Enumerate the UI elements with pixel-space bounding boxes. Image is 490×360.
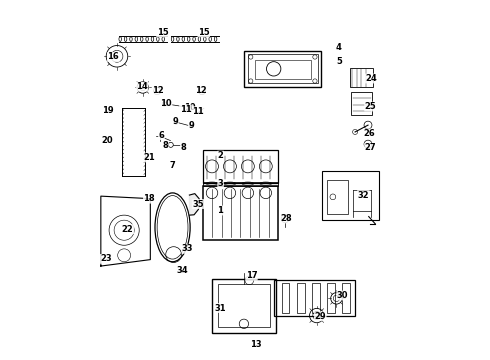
Bar	[351, 93, 371, 115]
Text: 30: 30	[337, 291, 348, 300]
Text: 10: 10	[184, 103, 196, 112]
Text: 31: 31	[215, 303, 226, 312]
Text: 6: 6	[158, 131, 164, 140]
Text: 32: 32	[358, 190, 369, 199]
Text: 34: 34	[176, 266, 188, 275]
Text: 15: 15	[198, 28, 210, 37]
Text: 15: 15	[157, 28, 169, 37]
Bar	[327, 180, 348, 214]
Text: 28: 28	[280, 214, 292, 223]
Bar	[203, 182, 278, 186]
Text: 8: 8	[180, 143, 186, 152]
Text: 12: 12	[196, 86, 207, 95]
Text: 11: 11	[193, 107, 204, 116]
Text: 24: 24	[366, 74, 377, 83]
Bar	[327, 283, 335, 314]
Text: 8: 8	[163, 141, 168, 150]
Bar	[255, 59, 311, 78]
Text: 22: 22	[122, 225, 134, 234]
Bar	[296, 283, 304, 314]
Text: 23: 23	[100, 255, 112, 264]
Text: 17: 17	[245, 271, 257, 280]
Text: 12: 12	[152, 86, 164, 95]
Text: 19: 19	[102, 105, 114, 114]
Text: 2: 2	[218, 151, 223, 160]
Text: 14: 14	[136, 82, 148, 91]
Bar	[282, 283, 290, 314]
Text: 5: 5	[336, 57, 342, 66]
Bar	[218, 284, 270, 327]
Text: 3: 3	[218, 179, 223, 188]
Bar	[203, 186, 278, 240]
Bar	[274, 280, 355, 316]
Text: 29: 29	[315, 312, 326, 321]
Text: 4: 4	[336, 43, 342, 52]
Bar	[212, 279, 276, 333]
Text: 20: 20	[101, 136, 113, 145]
Text: 18: 18	[144, 194, 155, 203]
Text: 33: 33	[182, 244, 194, 253]
Text: 10: 10	[160, 99, 172, 108]
Text: 16: 16	[107, 53, 119, 62]
Text: 1: 1	[217, 206, 223, 215]
Text: 13: 13	[250, 340, 262, 349]
Text: 25: 25	[365, 102, 376, 111]
Text: 21: 21	[144, 153, 155, 162]
Text: 35: 35	[193, 199, 204, 208]
Bar	[342, 283, 350, 314]
Bar	[350, 68, 373, 87]
Text: 26: 26	[364, 129, 375, 138]
Polygon shape	[190, 194, 200, 215]
Text: 7: 7	[170, 161, 175, 170]
Bar	[322, 171, 379, 220]
Text: 9: 9	[172, 117, 178, 126]
Text: 11: 11	[180, 105, 192, 114]
Bar	[245, 50, 321, 87]
Bar	[203, 150, 278, 183]
Text: 27: 27	[365, 143, 376, 152]
Bar	[312, 283, 319, 314]
Bar	[248, 54, 318, 83]
Text: 9: 9	[188, 121, 194, 130]
